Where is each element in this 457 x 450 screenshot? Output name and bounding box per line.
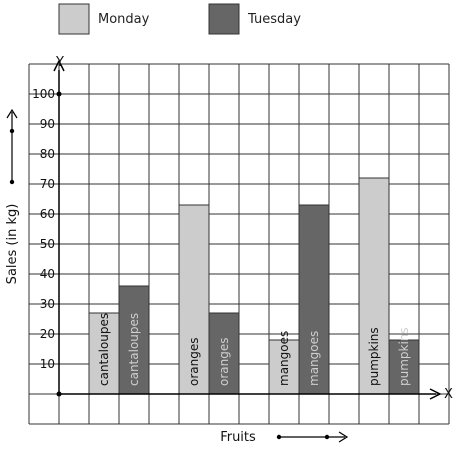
- legend-label-tuesday: Tuesday: [247, 12, 301, 27]
- y-tick-label-90: 90: [40, 117, 55, 131]
- y-axis-letter: Y: [55, 55, 64, 70]
- legend-swatch-tuesday: [208, 3, 240, 35]
- x-axis-title: Fruits: [220, 430, 256, 445]
- y-tick-label-50: 50: [40, 237, 55, 251]
- x-title-arrow-dot-mid: [324, 434, 330, 440]
- bar-label-pumpkins-monday: pumpkins: [367, 327, 381, 386]
- origin-dot: [56, 391, 62, 397]
- bar-label-pumpkins-tuesday: pumpkins: [397, 327, 411, 386]
- y-axis-top-dot: [56, 91, 62, 97]
- y-axis-title: Sales (in kg): [5, 204, 20, 285]
- y-tick-label-40: 40: [40, 267, 55, 281]
- bar-label-mangoes-monday: mangoes: [277, 331, 291, 386]
- y-tick-labels: 10 20 30 40 50 60 70 80 90 100: [32, 87, 55, 371]
- bar-label-cantaloupes-monday: cantaloupes: [97, 313, 111, 386]
- bar-pumpkins-monday: [358, 177, 390, 395]
- bar-label-oranges-monday: oranges: [187, 338, 201, 387]
- y-tick-label-60: 60: [40, 207, 55, 221]
- y-title-arrow-dot-mid: [9, 128, 15, 134]
- bar-mangoes-tuesday: [298, 204, 330, 395]
- y-tick-label-100: 100: [32, 87, 55, 101]
- bars: cantaloupes cantaloupes oranges oranges mang…: [88, 177, 420, 395]
- axes: XY: [53, 55, 453, 402]
- x-title-arrow-dot-start: [276, 434, 282, 440]
- y-tick-label-10: 10: [40, 357, 55, 371]
- y-tick-label-80: 80: [40, 147, 55, 161]
- y-axis-arrow: [53, 59, 65, 72]
- bar-mangoes-monday: [268, 339, 300, 395]
- bar-cantaloupes-monday: [88, 312, 120, 395]
- x-title-arrow-head: [338, 431, 349, 443]
- x-axis-letter: X: [444, 387, 453, 402]
- bar-label-oranges-tuesday: oranges: [217, 338, 231, 387]
- legend-swatch-monday: [58, 3, 90, 35]
- y-tick-label-20: 20: [40, 327, 55, 341]
- y-title-arrow-head: [6, 108, 18, 119]
- y-tick-label-70: 70: [40, 177, 55, 191]
- axis-titles: Fruits Sales (in kg): [5, 108, 349, 445]
- y-title-arrow-dot-start: [9, 179, 15, 185]
- legend: Monday Tuesday: [58, 3, 301, 35]
- legend-label-monday: Monday: [98, 12, 150, 27]
- bar-pumpkins-tuesday: [388, 339, 420, 395]
- bar-label-mangoes-tuesday: mangoes: [307, 331, 321, 386]
- bar-label-cantaloupes-tuesday: cantaloupes: [127, 313, 141, 386]
- y-tick-label-30: 30: [40, 297, 55, 311]
- x-axis-arrow: [429, 388, 442, 400]
